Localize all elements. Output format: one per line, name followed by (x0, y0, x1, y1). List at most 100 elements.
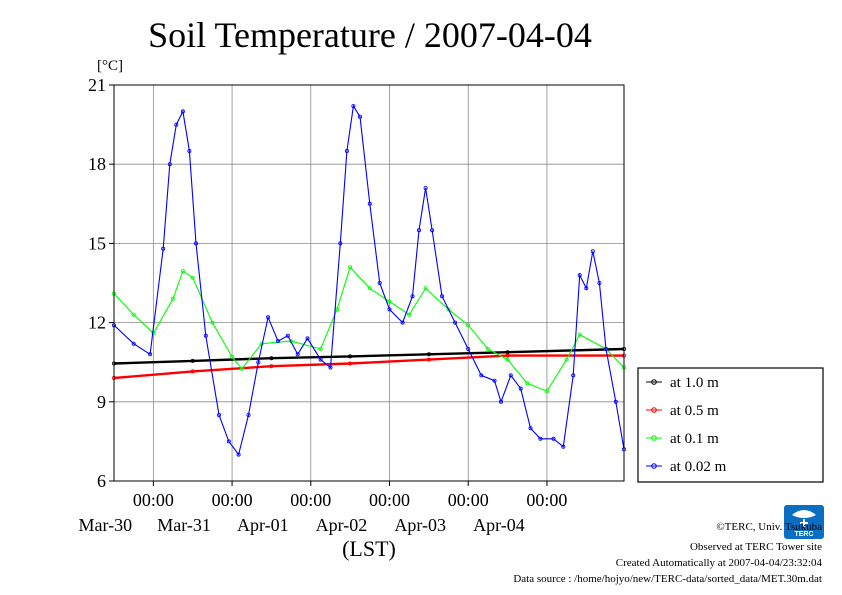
data-point (387, 307, 392, 312)
data-point (407, 312, 412, 317)
data-point (190, 369, 195, 374)
data-point (239, 366, 244, 371)
data-point (344, 148, 349, 153)
data-point (479, 373, 484, 378)
credit-copyright: ©TERC, Univ. Tsukuba (716, 521, 822, 533)
data-point (328, 365, 333, 370)
data-point (131, 341, 136, 346)
y-tick-label: 15 (88, 233, 106, 253)
data-point (318, 357, 323, 362)
data-point (416, 228, 421, 233)
data-point (544, 389, 549, 394)
data-point (148, 352, 153, 357)
data-point (505, 353, 510, 358)
legend-label: at 0.5 m (670, 403, 719, 419)
data-point (367, 286, 372, 291)
x-axis-label: (LST) (342, 536, 396, 561)
data-point (466, 346, 471, 351)
data-point (348, 354, 353, 359)
data-point (338, 241, 343, 246)
x-tick-date: Mar-31 (157, 515, 211, 535)
data-point (485, 346, 490, 351)
data-point (230, 354, 235, 359)
x-tick-time: 00:00 (133, 490, 174, 510)
x-tick-date: Apr-01 (237, 515, 289, 535)
data-point (423, 185, 428, 190)
legend-swatch-marker (651, 435, 657, 441)
data-point (525, 381, 530, 386)
y-axis: 6 9 12 15 18 21 (88, 75, 114, 491)
data-point (564, 357, 569, 362)
data-point (190, 275, 195, 280)
series-line (113, 354, 624, 380)
series-line (113, 104, 625, 456)
legend: at 1.0 m at 0.5 m at 0.1 m at 0.02 m (637, 367, 824, 483)
data-point (492, 378, 497, 383)
data-point (439, 294, 444, 299)
data-point (351, 104, 356, 109)
x-tick-time: 00:00 (369, 490, 410, 510)
y-tick-label: 21 (88, 75, 106, 95)
legend-label: at 0.1 m (670, 431, 719, 447)
x-tick-time: 00:00 (448, 490, 489, 510)
data-point (377, 280, 382, 285)
series-at-0-02-m (112, 104, 627, 457)
legend-swatch-marker (651, 407, 657, 413)
credit-created: Created Automatically at 2007-04-04/23:3… (616, 557, 823, 569)
legend-label: at 1.0 m (670, 375, 719, 391)
data-point (584, 286, 589, 291)
data-point (131, 312, 136, 317)
data-point (266, 315, 271, 320)
y-axis-unit: [°C] (97, 58, 123, 74)
data-point (561, 444, 566, 449)
data-point (590, 249, 595, 254)
data-point (577, 273, 582, 278)
data-point (269, 364, 274, 369)
data-point (216, 412, 221, 417)
data-point (180, 269, 185, 274)
x-tick-date: Mar-30 (79, 515, 133, 535)
terc-logo: TERC (784, 505, 824, 539)
data-point (246, 412, 251, 417)
series-line (113, 347, 625, 365)
data-point (348, 265, 353, 270)
x-tick-time: 00:00 (290, 490, 331, 510)
data-point (518, 386, 523, 391)
data-point (295, 352, 300, 357)
data-point (226, 439, 231, 444)
y-tick-label: 6 (97, 471, 106, 491)
x-tick-date: Apr-04 (473, 515, 525, 535)
data-point (174, 122, 179, 127)
data-point (426, 357, 431, 362)
x-tick-date: Apr-03 (394, 515, 446, 535)
chart-title: Soil Temperature / 2007-04-04 (148, 15, 592, 55)
data-point (161, 246, 166, 251)
data-point (357, 114, 362, 119)
data-point (604, 346, 609, 351)
data-point (508, 373, 513, 378)
logo-text: TERC (794, 531, 813, 538)
x-tick-time: 00:00 (526, 490, 567, 510)
x-tick-date: Apr-02 (316, 515, 368, 535)
data-point (210, 320, 215, 325)
data-point (193, 241, 198, 246)
data-point (318, 346, 323, 351)
series-at-1-0-m (112, 346, 627, 366)
credit-source: Data source : /home/hojyo/new/TERC-data/… (513, 573, 822, 585)
data-point (275, 339, 280, 344)
legend-label: at 0.02 m (670, 459, 727, 475)
data-point (613, 399, 618, 404)
legend-swatch-marker (651, 379, 657, 385)
data-point (538, 436, 543, 441)
legend-box (637, 367, 824, 483)
data-point (387, 299, 392, 304)
grid (114, 85, 624, 481)
data-point (203, 333, 208, 338)
data-point (466, 323, 471, 328)
data-point (551, 436, 556, 441)
data-point (446, 307, 451, 312)
series-group (112, 104, 627, 457)
series-line (113, 266, 625, 392)
plot-frame (113, 84, 625, 482)
